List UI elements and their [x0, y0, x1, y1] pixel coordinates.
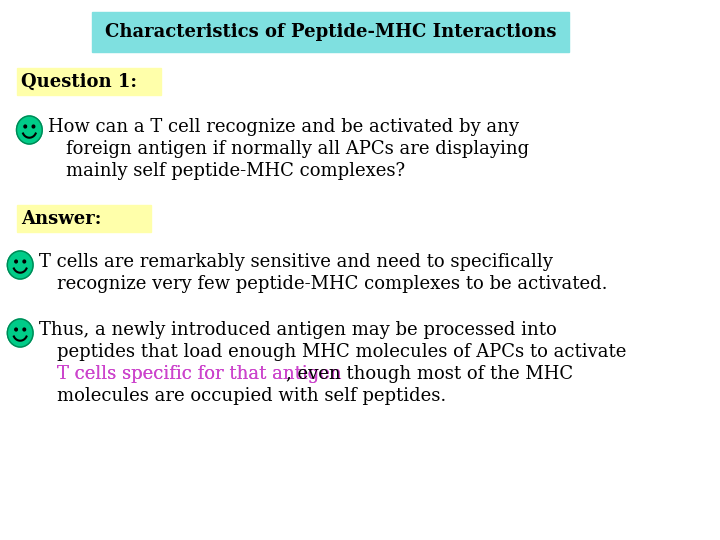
Text: mainly self peptide-MHC complexes?: mainly self peptide-MHC complexes?: [66, 162, 405, 180]
Circle shape: [23, 328, 26, 331]
Text: T cells specific for that antigen: T cells specific for that antigen: [57, 365, 341, 383]
Circle shape: [24, 125, 27, 128]
Text: foreign antigen if normally all APCs are displaying: foreign antigen if normally all APCs are…: [66, 140, 529, 158]
Text: How can a T cell recognize and be activated by any: How can a T cell recognize and be activa…: [48, 118, 518, 136]
Circle shape: [32, 125, 35, 128]
FancyBboxPatch shape: [91, 12, 569, 52]
Circle shape: [17, 116, 42, 144]
Text: T cells specific for that antigen: T cells specific for that antigen: [57, 365, 341, 383]
Text: Characteristics of Peptide-MHC Interactions: Characteristics of Peptide-MHC Interacti…: [104, 23, 556, 41]
Text: Answer:: Answer:: [21, 210, 102, 227]
Text: Thus, a newly introduced antigen may be processed into: Thus, a newly introduced antigen may be …: [39, 321, 557, 339]
Text: recognize very few peptide-MHC complexes to be activated.: recognize very few peptide-MHC complexes…: [57, 275, 608, 293]
Circle shape: [23, 260, 26, 263]
Text: T cells are remarkably sensitive and need to specifically: T cells are remarkably sensitive and nee…: [39, 253, 552, 271]
Circle shape: [7, 319, 33, 347]
FancyBboxPatch shape: [17, 68, 161, 95]
Text: , even though most of the MHC: , even though most of the MHC: [286, 365, 573, 383]
Circle shape: [15, 260, 17, 263]
Text: Question 1:: Question 1:: [21, 72, 137, 91]
Text: peptides that load enough MHC molecules of APCs to activate: peptides that load enough MHC molecules …: [57, 343, 626, 361]
FancyBboxPatch shape: [17, 205, 151, 232]
Circle shape: [15, 328, 17, 331]
Circle shape: [7, 251, 33, 279]
Text: molecules are occupied with self peptides.: molecules are occupied with self peptide…: [57, 387, 446, 405]
